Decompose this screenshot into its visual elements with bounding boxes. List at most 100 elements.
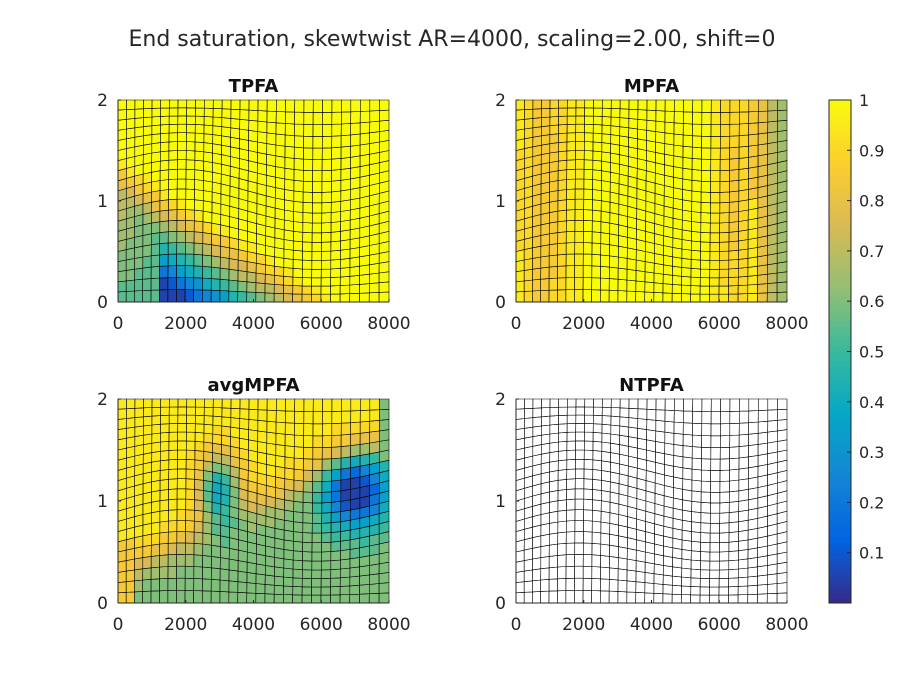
grid-cell: [646, 398, 657, 411]
grid-cell: [331, 158, 342, 171]
grid-cell: [655, 110, 666, 123]
grid-cell: [540, 433, 551, 445]
grid-cell: [168, 478, 178, 490]
grid-cell: [524, 407, 534, 419]
grid-cell: [766, 272, 778, 284]
grid-cell: [274, 557, 285, 569]
grid-cell: [524, 118, 534, 130]
grid-cell: [635, 259, 646, 273]
grid-cell: [626, 258, 637, 271]
grid-cell: [737, 567, 749, 579]
grid-cell: [566, 141, 577, 152]
grid-cell: [592, 459, 603, 471]
grid-cell: [566, 115, 577, 125]
grid-cell: [738, 156, 749, 170]
grid-cell: [682, 488, 693, 502]
grid-cell: [330, 230, 341, 243]
grid-cell: [540, 424, 551, 436]
grid-cell: [283, 248, 294, 260]
grid-cell: [312, 202, 323, 214]
grid-cell: [610, 407, 621, 418]
grid-cell: [777, 119, 788, 132]
grid-cell: [257, 152, 268, 166]
grid-cell: [378, 561, 390, 575]
grid-cell: [549, 124, 559, 135]
grid-cell: [608, 567, 619, 581]
colorbar-segment: [829, 517, 851, 524]
grid-cell: [728, 500, 740, 513]
grid-cell: [591, 220, 602, 233]
grid-cell: [540, 289, 550, 303]
grid-cell: [548, 555, 559, 569]
grid-cell: [701, 458, 712, 471]
grid-cell: [549, 151, 559, 163]
grid-cell: [203, 441, 214, 453]
grid-cell: [776, 261, 788, 274]
x-tick-label: 2000: [562, 314, 605, 334]
grid-cell: [284, 189, 295, 202]
grid-cell: [134, 434, 144, 447]
grid-cell: [321, 135, 333, 149]
colorbar-segment: [829, 190, 851, 197]
grid-cell: [176, 277, 186, 290]
grid-cell: [591, 554, 602, 568]
grid-cell: [219, 591, 230, 604]
grid-cell: [700, 250, 711, 261]
colorbar-tick-label: 0.3: [859, 443, 884, 462]
grid-cell: [283, 219, 294, 232]
grid-cell: [248, 109, 259, 122]
colorbar-segment: [829, 567, 851, 574]
grid-cell: [210, 266, 221, 280]
grid-cell: [185, 478, 196, 490]
grid-cell: [167, 289, 177, 303]
grid-cell: [690, 568, 701, 579]
grid-cell: [691, 511, 702, 524]
grid-cell: [592, 499, 602, 512]
grid-cell: [134, 278, 143, 292]
grid-cell: [549, 479, 559, 493]
colorbar-segment: [829, 537, 851, 544]
grid-cell: [690, 285, 701, 295]
grid-cell: [738, 529, 749, 542]
grid-cell: [283, 267, 294, 278]
grid-cell: [359, 273, 370, 285]
grid-cell: [692, 111, 703, 125]
grid-cell: [682, 134, 693, 148]
grid-cell: [186, 123, 196, 134]
grid-cell: [284, 410, 295, 424]
grid-cell: [275, 476, 286, 490]
grid-cell: [574, 168, 585, 180]
grid-cell: [692, 99, 703, 113]
grid-cell: [557, 566, 567, 580]
grid-cell: [350, 455, 361, 469]
grid-cell: [592, 150, 603, 162]
y-tick-label: 0: [97, 293, 108, 313]
grid-cell: [584, 107, 594, 117]
grid-cell: [359, 132, 371, 146]
grid-cell: [350, 111, 361, 124]
grid-cell: [583, 478, 594, 490]
grid-cell: [349, 256, 361, 268]
grid-cell: [293, 531, 304, 543]
grid-cell: [185, 198, 195, 211]
grid-cell: [710, 411, 721, 425]
grid-cell: [600, 221, 611, 235]
grid-cell: [134, 416, 144, 428]
grid-cell: [691, 490, 702, 503]
grid-cell: [565, 230, 576, 244]
grid-cell: [176, 289, 186, 303]
grid-cell: [523, 290, 533, 303]
grid-cell: [160, 450, 170, 462]
grid-cell: [202, 532, 213, 546]
colorbar-tick-label: 0.8: [859, 192, 884, 211]
grid-cell: [549, 510, 559, 524]
grid-cell: [549, 116, 559, 127]
grid-cell: [151, 441, 161, 453]
grid-cell: [177, 449, 187, 460]
grid-cell: [515, 591, 525, 604]
grid-cell: [150, 221, 161, 235]
grid-cell: [700, 501, 711, 514]
grid-cell: [195, 398, 205, 408]
grid-cell: [176, 542, 186, 555]
grid-cell: [646, 439, 657, 453]
